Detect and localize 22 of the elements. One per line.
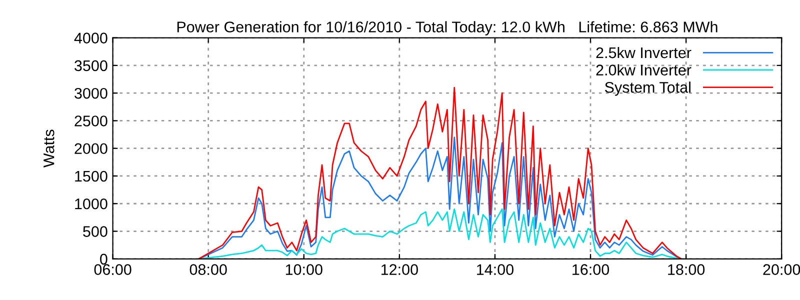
y-tick-label: 3000 — [74, 88, 108, 99]
y-tick-label: 500 — [83, 226, 108, 237]
x-tick-label: 06:00 — [94, 264, 132, 275]
x-tick-label: 12:00 — [381, 264, 418, 275]
x-tick-label: 20:00 — [763, 264, 800, 275]
y-tick-label: 2000 — [74, 143, 108, 154]
legend-label: 2.5kw Inverter — [596, 46, 692, 58]
x-tick-label: 10:00 — [286, 264, 322, 275]
y-tick-label: 1000 — [75, 198, 108, 210]
chart-title: Power Generation for 10/16/2010 - Total Today: 12.0 kWh Lifetime: 6.863 MWh — [177, 21, 718, 36]
legend-label: 2.0kw Inverter — [596, 64, 692, 76]
y-tick-label: 4000 — [74, 32, 108, 44]
y-tick-label: 1500 — [75, 170, 108, 182]
x-tick-label: 08:00 — [190, 264, 227, 275]
y-tick-label: 0 — [100, 254, 108, 265]
y-tick-label: 2500 — [74, 116, 108, 126]
y-tick-label: 3500 — [74, 60, 108, 72]
x-tick-label: 18:00 — [668, 264, 705, 275]
y-axis-title: Watts — [44, 130, 54, 168]
legend-label: System Total — [604, 82, 690, 96]
x-tick-label: 16:00 — [572, 264, 610, 275]
x-tick-label: 14:00 — [477, 264, 514, 275]
